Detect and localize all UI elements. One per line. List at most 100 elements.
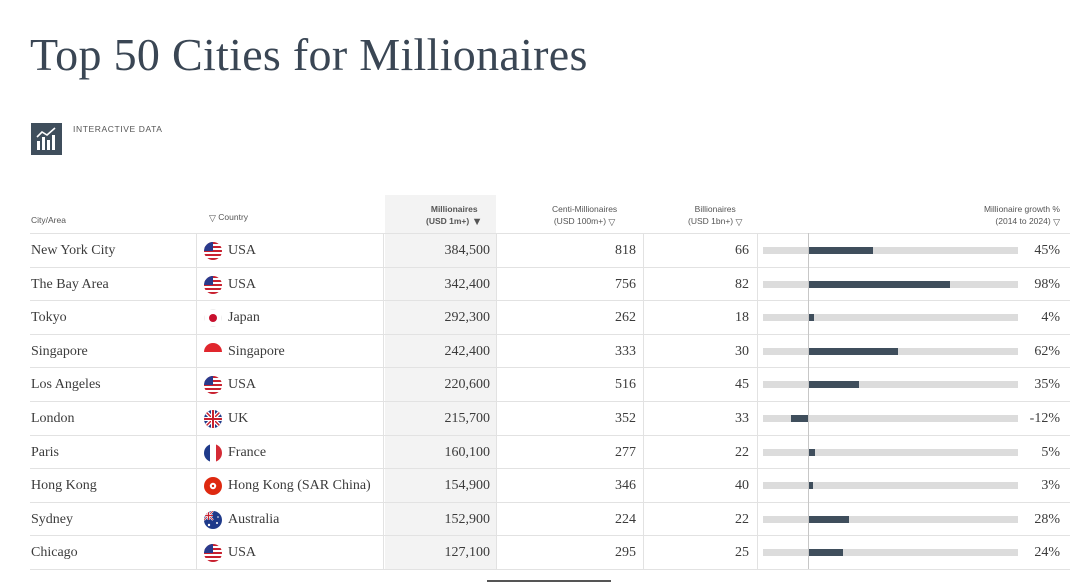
growth-value: 45% — [1034, 243, 1060, 258]
header-centi-millionaires[interactable]: Centi-Millionaires (USD 100m+) ▽ — [552, 204, 618, 227]
table-row[interactable]: New York City USA 384,500 818 66 45% — [30, 233, 1070, 267]
sort-triangle-icon: ▽ — [1053, 216, 1060, 227]
city-name: Los Angeles — [31, 377, 101, 393]
header-millionaire-growth[interactable]: Millionaire growth % (2014 to 2024) ▽ — [983, 204, 1060, 227]
billionaires-value: 30 — [735, 343, 749, 359]
table-row[interactable]: Chicago USA 127,100 295 25 24% — [30, 535, 1070, 569]
billionaires-value: 82 — [735, 276, 749, 292]
growth-track — [763, 448, 1018, 456]
header-millionaires[interactable]: Millionaires (USD 1m+) ▼ — [426, 204, 483, 228]
table-row[interactable]: Sydney Australia 152,900 224 22 28% — [30, 501, 1070, 536]
city-name: Hong Kong — [31, 478, 97, 494]
growth-value: 98% — [1034, 276, 1060, 292]
country-name: Hong Kong (SAR China) — [228, 478, 371, 494]
country-name: France — [228, 444, 267, 460]
growth-track — [763, 415, 1018, 422]
bar-chart-icon — [36, 127, 56, 150]
growth-bar — [808, 314, 814, 322]
growth-track — [763, 482, 1018, 490]
centi-millionaires-value: 352 — [615, 411, 636, 426]
city-name: Paris — [31, 444, 59, 460]
billionaires-value: 33 — [735, 411, 749, 426]
centi-millionaires-value: 756 — [615, 276, 636, 292]
us-flag-icon — [204, 275, 222, 294]
country-name: USA — [228, 243, 257, 258]
table-row[interactable]: London UK 215,700 352 33 -12% — [30, 401, 1070, 435]
table-row[interactable]: The Bay Area USA 342,400 756 82 98% — [30, 266, 1070, 301]
millionaires-value: 215,700 — [444, 411, 491, 426]
table-row[interactable]: Tokyo Japan 292,300 262 18 4% — [30, 300, 1070, 334]
billionaires-value: 45 — [735, 377, 749, 393]
interactive-data-badge — [31, 123, 62, 155]
header-city[interactable]: City/Area — [31, 215, 66, 225]
centi-millionaires-value: 295 — [615, 545, 636, 561]
millionaires-value: 152,900 — [444, 511, 491, 527]
country-name: Australia — [228, 511, 280, 527]
us-flag-icon — [204, 376, 222, 395]
us-flag-icon — [204, 242, 222, 260]
billionaires-value: 40 — [735, 478, 749, 494]
growth-value: 24% — [1034, 545, 1060, 561]
growth-value: 28% — [1034, 511, 1060, 527]
growth-zero-axis — [808, 233, 809, 569]
growth-track — [763, 280, 1018, 288]
header-billionaires[interactable]: Billionaires (USD 1bn+) ▽ — [688, 204, 743, 227]
centi-millionaires-value: 818 — [615, 243, 636, 258]
millionaires-value: 160,100 — [444, 444, 491, 460]
table-row[interactable]: Hong Kong Hong Kong (SAR China) 154,900 346… — [30, 468, 1070, 502]
us-flag-icon — [204, 544, 222, 563]
growth-bar — [808, 347, 898, 355]
growth-track — [763, 515, 1018, 523]
country-name: Singapore — [228, 343, 285, 359]
uk-flag-icon — [204, 410, 222, 428]
hk-flag-icon — [204, 477, 222, 496]
growth-value: 5% — [1041, 444, 1060, 460]
growth-track — [763, 549, 1018, 557]
sort-desc-icon: ▼ — [471, 215, 483, 228]
millionaires-value: 242,400 — [444, 343, 491, 359]
growth-value: 4% — [1041, 310, 1060, 326]
table-row[interactable]: Singapore Singapore 242,400 333 30 62% — [30, 333, 1070, 368]
city-name: London — [31, 411, 75, 426]
millionaires-value: 220,600 — [444, 377, 491, 393]
billionaires-value: 66 — [735, 243, 749, 258]
growth-value: 62% — [1034, 343, 1060, 359]
city-name: New York City — [31, 243, 116, 258]
country-name: Japan — [228, 310, 260, 326]
billionaires-value: 25 — [735, 545, 749, 561]
badge-label: INTERACTIVE DATA — [73, 124, 163, 134]
load-more-indicator[interactable] — [487, 580, 611, 582]
growth-track — [763, 347, 1018, 355]
growth-bar — [808, 280, 951, 288]
growth-value: 35% — [1034, 377, 1060, 393]
fr-flag-icon — [204, 443, 222, 462]
table-row[interactable]: Paris France 160,100 277 22 5% — [30, 434, 1070, 469]
page-title: Top 50 Cities for Millionaires — [30, 29, 588, 80]
millionaires-value: 342,400 — [444, 276, 491, 292]
growth-bar — [808, 448, 816, 456]
growth-track — [763, 314, 1018, 322]
billionaires-value: 18 — [735, 310, 749, 326]
growth-track — [763, 247, 1018, 254]
jp-flag-icon — [204, 309, 222, 328]
millionaires-value: 154,900 — [444, 478, 491, 494]
growth-bar — [808, 515, 849, 523]
city-name: Singapore — [31, 343, 88, 359]
billionaires-value: 22 — [735, 511, 749, 527]
table-bottom-border — [30, 569, 1070, 570]
au-flag-icon — [204, 510, 222, 529]
city-name: Chicago — [31, 545, 78, 561]
growth-value: 3% — [1041, 478, 1060, 494]
growth-bar — [808, 247, 874, 254]
centi-millionaires-value: 224 — [615, 511, 636, 527]
city-name: Sydney — [31, 511, 73, 527]
centi-millionaires-value: 277 — [615, 444, 636, 460]
billionaires-value: 22 — [735, 444, 749, 460]
country-name: USA — [228, 545, 257, 561]
header-country[interactable]: ▽ Country — [209, 212, 249, 223]
country-name: UK — [228, 411, 249, 426]
sort-triangle-icon: ▽ — [735, 216, 743, 227]
table-row[interactable]: Los Angeles USA 220,600 516 45 35% — [30, 367, 1070, 401]
country-name: USA — [228, 276, 257, 292]
country-name: USA — [228, 377, 257, 393]
